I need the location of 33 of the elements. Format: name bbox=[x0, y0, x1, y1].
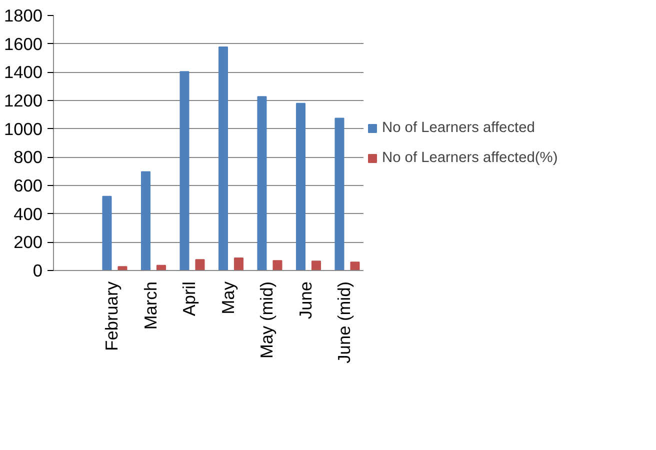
x-tick-label: May (mid) bbox=[256, 281, 277, 359]
y-tick-label: 200 bbox=[14, 232, 43, 252]
x-tick-label: February bbox=[102, 281, 122, 351]
bar bbox=[156, 264, 166, 270]
y-tick-label: 0 bbox=[32, 260, 43, 280]
y-tick-label: 1600 bbox=[4, 34, 43, 54]
y-tick-label: 1400 bbox=[4, 62, 43, 82]
bar bbox=[102, 196, 112, 270]
y-tick-label: 1000 bbox=[4, 118, 43, 139]
x-tick-label: June (mid) bbox=[334, 281, 354, 364]
legend-label: No of Learners affected bbox=[382, 120, 535, 136]
bar bbox=[257, 96, 267, 270]
y-tick-label: 800 bbox=[14, 147, 43, 168]
x-tick-label: April bbox=[179, 281, 200, 316]
bar bbox=[350, 262, 360, 270]
x-tick-label: March bbox=[140, 281, 160, 330]
bar bbox=[118, 266, 128, 270]
bar bbox=[180, 71, 190, 270]
y-tick-label: 600 bbox=[14, 176, 43, 196]
bar bbox=[272, 260, 282, 270]
bar bbox=[195, 259, 205, 270]
bar bbox=[234, 258, 244, 270]
bar bbox=[218, 46, 228, 270]
y-tick-label: 1200 bbox=[4, 90, 43, 110]
bar bbox=[140, 171, 150, 270]
y-tick-label: 1800 bbox=[4, 6, 43, 26]
x-tick-label: June bbox=[295, 281, 316, 320]
x-tick-label: May bbox=[218, 281, 238, 314]
legend-label: No of Learners affected(%) bbox=[382, 150, 558, 166]
bar bbox=[334, 118, 344, 270]
bar bbox=[296, 102, 306, 270]
y-tick-label: 400 bbox=[14, 204, 43, 224]
bar bbox=[311, 260, 321, 270]
